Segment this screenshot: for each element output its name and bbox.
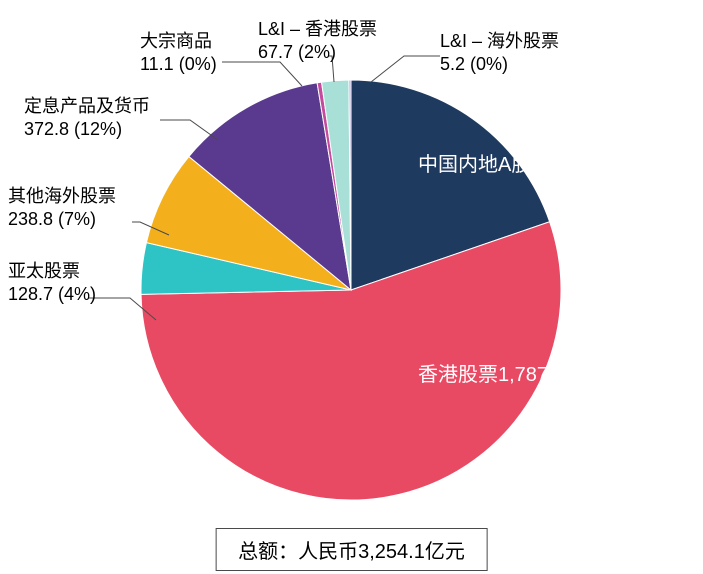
slice-label-value: 11.1 (0%)	[140, 53, 217, 76]
slice-label-name: 亚太股票	[8, 260, 96, 283]
slice-label-name: 香港股票	[418, 364, 498, 386]
leader-line	[371, 56, 440, 82]
total-box: 总额：人民币3,254.1亿元	[215, 528, 488, 571]
slice-label-name: L&I – 香港股票	[258, 18, 377, 41]
slice-label: L&I – 海外股票5.2 (0%)	[440, 30, 559, 75]
slice-label: 定息产品及货币372.8 (12%)	[24, 95, 150, 140]
slice-label-value: 1,787.8 (55%)	[498, 364, 624, 386]
slice-label-value: 67.7 (2%)	[258, 41, 377, 64]
leader-line	[222, 62, 302, 86]
pie-chart-svg	[0, 0, 703, 574]
slice-label-value: 642.1 (20%)	[531, 154, 640, 176]
slice-label: 其他海外股票238.8 (7%)	[8, 185, 116, 230]
pie-chart-container: 中国内地A股642.1 (20%) 香港股票1,787.8 (55%) 亚太股票12…	[0, 0, 703, 574]
slice-label: 大宗商品11.1 (0%)	[140, 30, 217, 75]
slice-label-value: 5.2 (0%)	[440, 53, 559, 76]
slice-label: 香港股票1,787.8 (55%)	[418, 362, 624, 388]
slice-label: 中国内地A股642.1 (20%)	[418, 152, 640, 178]
slice-label-name: 大宗商品	[140, 30, 217, 53]
slice-label: 亚太股票128.7 (4%)	[8, 260, 96, 305]
slice-label-name: L&I – 海外股票	[440, 30, 559, 53]
slice-label-value: 128.7 (4%)	[8, 283, 96, 306]
slice-label: L&I – 香港股票67.7 (2%)	[258, 18, 377, 63]
slice-label-name: 定息产品及货币	[24, 95, 150, 118]
total-text: 总额：人民币3,254.1亿元	[238, 541, 465, 563]
slice-label-name: 其他海外股票	[8, 185, 116, 208]
slice-label-name: 中国内地A股	[418, 154, 531, 176]
slice-label-value: 372.8 (12%)	[24, 118, 150, 141]
slice-label-value: 238.8 (7%)	[8, 208, 116, 231]
